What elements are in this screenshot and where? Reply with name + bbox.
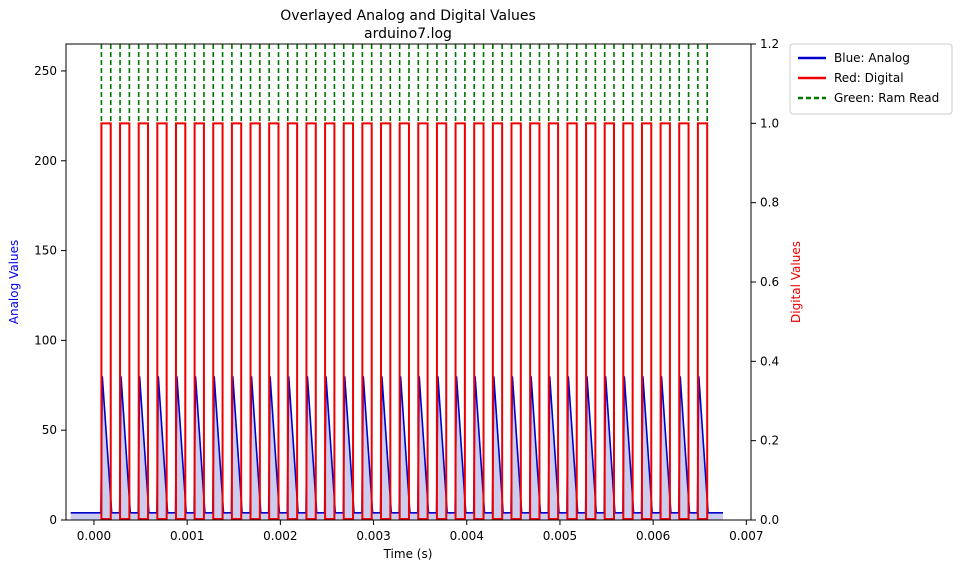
digital-pulse: [622, 122, 634, 520]
digital-pulse: [361, 122, 373, 520]
legend-label: Red: Digital: [834, 71, 904, 85]
analog-area: [70, 376, 723, 520]
y-left-tick-label: 0: [49, 513, 57, 527]
y-left-tick-label: 250: [34, 64, 57, 78]
x-tick-label: 0.003: [356, 529, 390, 543]
digital-pulse: [547, 122, 560, 520]
y-right-tick-label: 1.0: [760, 116, 779, 130]
digital-pulse: [473, 122, 485, 520]
digital-pulse: [435, 122, 448, 520]
digital-pulse: [305, 122, 317, 520]
digital-pulse: [137, 122, 150, 520]
y-axis-left-label: Analog Values: [7, 240, 21, 324]
x-tick-label: 0.004: [450, 529, 484, 543]
digital-pulse: [342, 122, 355, 520]
digital-pulse: [696, 122, 709, 520]
digital-pulse: [380, 122, 392, 520]
digital-pulse: [230, 122, 243, 520]
digital-pulse: [640, 122, 653, 520]
y-right-tick-label: 1.2: [760, 37, 779, 51]
digital-pulse: [566, 122, 578, 520]
axes-layer: 0.000 0.001 0.002 0.003 0.004 0.005 0.006 0.007…: [34, 37, 779, 543]
legend-label: Blue: Analog: [834, 51, 910, 65]
chart-title: Overlayed Analog and Digital Values: [280, 8, 536, 24]
legend-box: [789, 43, 953, 115]
digital-pulse: [119, 122, 131, 520]
digital-pulse: [603, 122, 615, 520]
digital-pulse: [174, 122, 187, 520]
digital-pulse: [529, 122, 541, 520]
x-tick-label: 0.006: [636, 529, 670, 543]
y-axis-right-label: Digital Values: [789, 241, 803, 323]
x-tick-label: 0.007: [729, 529, 763, 543]
x-tick-label: 0.001: [170, 529, 204, 543]
digital-pulse: [454, 122, 466, 520]
y-left-tick-label: 200: [34, 154, 57, 168]
digital-pulse: [324, 122, 336, 520]
chart-subtitle: arduino7.log: [364, 26, 452, 42]
digital-pulse: [156, 122, 168, 520]
digital-pulse: [417, 122, 429, 520]
y-right-tick-label: 0.6: [760, 275, 779, 289]
series-layer: [70, 44, 723, 520]
digital-pulse: [659, 122, 671, 520]
digital-pulse: [286, 122, 299, 520]
legend: Blue: Analog Red: Digital Green: Ram Read: [789, 43, 953, 115]
x-tick-label: 0.000: [77, 529, 111, 543]
digital-pulse: [249, 122, 261, 520]
y-left-tick-label: 100: [34, 333, 57, 347]
y-right-tick-label: 0.0: [760, 513, 779, 527]
digital-pulse: [100, 122, 112, 520]
x-tick-label: 0.002: [263, 529, 297, 543]
y-right-tick-label: 0.4: [760, 354, 779, 368]
digital-pulse: [212, 122, 224, 520]
digital-pulse: [678, 122, 690, 520]
y-left-tick-label: 50: [42, 423, 57, 437]
legend-label: Green: Ram Read: [834, 91, 939, 105]
digital-pulse: [585, 122, 597, 520]
x-tick-label: 0.005: [543, 529, 577, 543]
y-left-tick-label: 150: [34, 244, 57, 258]
digital-pulse: [491, 122, 504, 520]
digital-pulse: [398, 122, 410, 520]
digital-pulse: [268, 122, 280, 520]
y-right-tick-label: 0.8: [760, 196, 779, 210]
x-axis-label: Time (s): [383, 547, 433, 561]
digital-pulse: [193, 122, 205, 520]
y-right-tick-label: 0.2: [760, 434, 779, 448]
digital-pulse: [510, 122, 522, 520]
